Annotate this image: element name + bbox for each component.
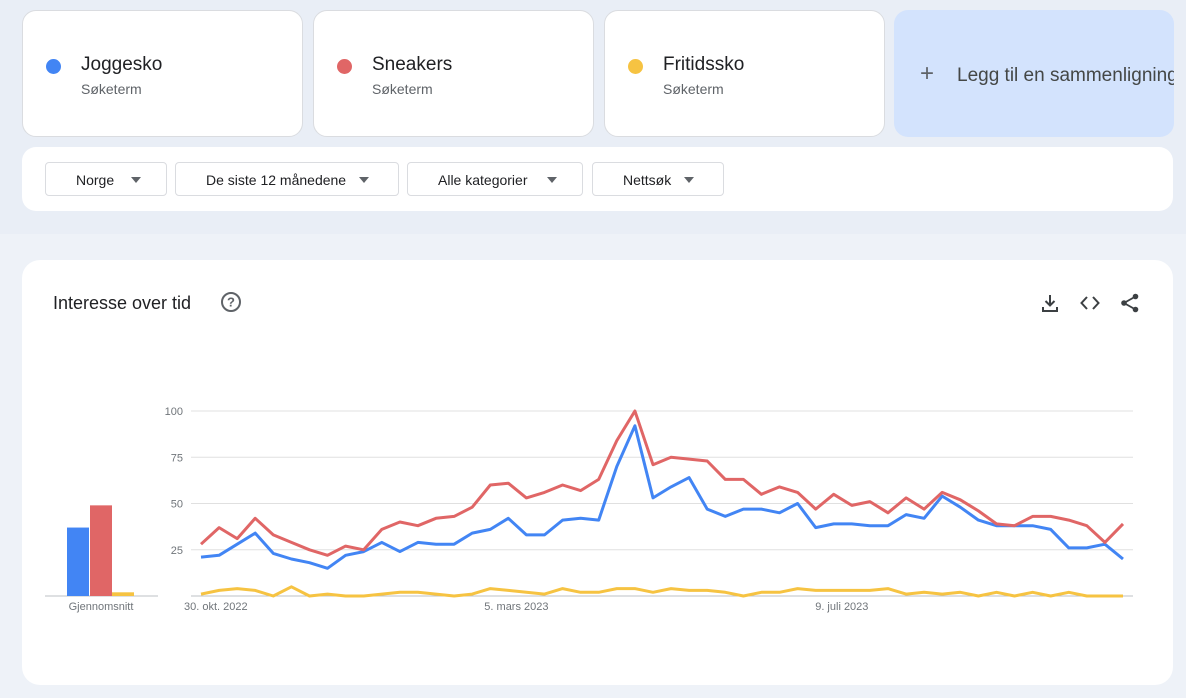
series-color-dot <box>628 59 643 74</box>
term-name[interactable]: Fritidssko <box>663 54 745 75</box>
term-name[interactable]: Sneakers <box>372 54 453 75</box>
y-tick-label: 75 <box>171 452 183 464</box>
series-line-sneakers[interactable] <box>199 409 1125 557</box>
plus-icon: + <box>920 60 935 87</box>
term-type: Søketerm <box>663 81 724 97</box>
term-card-fritidssko[interactable]: Fritidssko Søketerm <box>604 10 885 137</box>
filter-bar: Norge De siste 12 månedene Alle kategori… <box>22 147 1173 211</box>
x-tick-label: 30. okt. 2022 <box>184 601 248 613</box>
dropdown-label: De siste 12 månedene <box>206 172 347 188</box>
share-icon[interactable] <box>1119 292 1141 314</box>
series-line-joggesko[interactable] <box>200 424 1124 570</box>
region-dropdown[interactable]: Norge <box>45 162 167 196</box>
average-bar-chart: Gjennomsnitt <box>45 505 158 613</box>
dropdown-label: Norge <box>76 172 115 188</box>
chart-title: Interesse over tid <box>53 293 192 313</box>
chart-series <box>199 409 1125 598</box>
term-card-joggesko[interactable]: Joggesko Søketerm <box>22 10 303 137</box>
average-label: Gjennomsnitt <box>69 601 134 613</box>
interest-over-time-card: Interesse over tid ? Gjennomsnitt 25 50 75… <box>22 260 1173 685</box>
series-line-fritidssko[interactable] <box>200 585 1123 598</box>
term-card-sneakers[interactable]: Sneakers Søketerm <box>313 10 594 137</box>
x-tick-label: 5. mars 2023 <box>484 601 548 613</box>
x-axis: 30. okt. 2022 5. mars 2023 9. juli 2023 <box>184 601 868 613</box>
svg-text:?: ? <box>227 295 235 310</box>
term-name[interactable]: Joggesko <box>81 54 163 75</box>
term-type: Søketerm <box>81 81 142 97</box>
x-tick-label: 9. juli 2023 <box>815 601 868 613</box>
add-comparison-label: Legg til en sammenligning <box>957 65 1174 86</box>
caret-down-icon <box>684 177 694 183</box>
caret-down-icon <box>547 177 557 183</box>
average-bar-fritidssko[interactable] <box>112 592 134 596</box>
time-range-dropdown[interactable]: De siste 12 månedene <box>175 162 399 196</box>
download-icon[interactable] <box>1039 292 1061 314</box>
dropdown-label: Alle kategorier <box>438 172 528 188</box>
help-circle-icon[interactable]: ? <box>220 291 242 313</box>
series-color-dot <box>46 59 61 74</box>
embed-code-icon[interactable] <box>1079 292 1101 314</box>
chart-gridlines: 25 50 75 100 <box>165 406 1133 597</box>
category-dropdown[interactable]: Alle kategorier <box>407 162 583 196</box>
search-type-dropdown[interactable]: Nettsøk <box>592 162 724 196</box>
series-color-dot <box>337 59 352 74</box>
caret-down-icon <box>131 177 141 183</box>
caret-down-icon <box>359 177 369 183</box>
y-tick-label: 50 <box>171 499 183 511</box>
y-tick-label: 100 <box>165 406 183 418</box>
y-tick-label: 25 <box>171 545 183 557</box>
term-type: Søketerm <box>372 81 433 97</box>
interest-line-chart: Gjennomsnitt 25 50 75 100 30. okt. 2022 5. m… <box>45 406 1133 613</box>
average-bar-sneakers[interactable] <box>90 505 112 596</box>
dropdown-label: Nettsøk <box>623 172 672 188</box>
add-comparison-button[interactable]: + Legg til en sammenligning <box>894 10 1174 137</box>
average-bar-joggesko[interactable] <box>67 527 89 596</box>
